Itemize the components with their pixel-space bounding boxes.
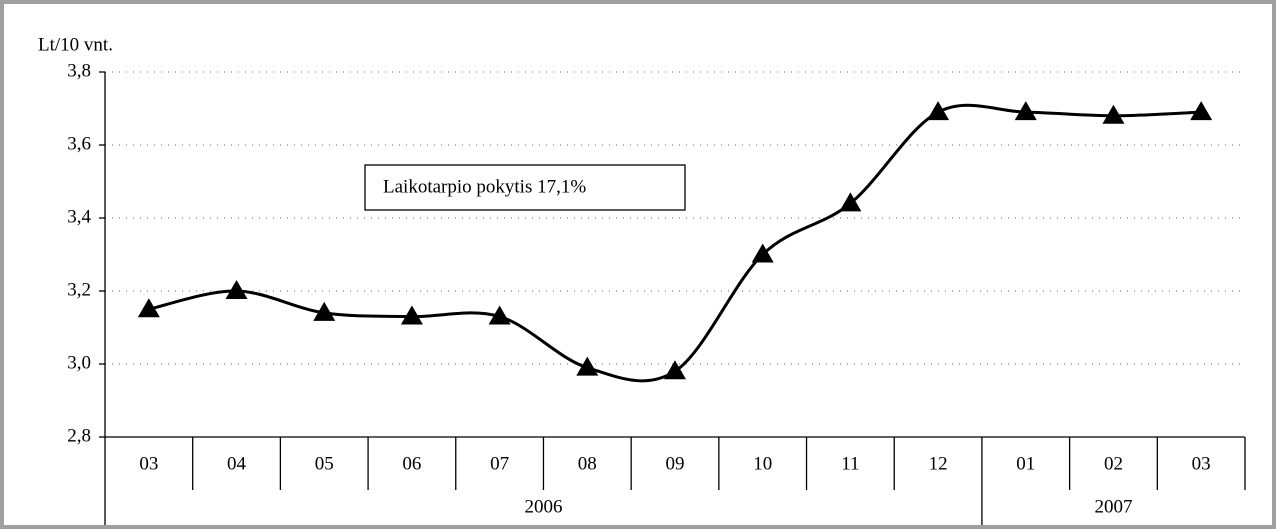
x-tick-label: 02 [1104, 453, 1123, 474]
x-tick-label: 03 [1192, 453, 1211, 474]
marker [225, 280, 248, 299]
y-tick-label: 3,2 [67, 279, 91, 300]
marker [488, 305, 511, 325]
marker [839, 192, 862, 212]
marker [1190, 101, 1213, 121]
y-tick-label: 2,8 [67, 425, 91, 446]
x-tick-label: 12 [929, 453, 948, 474]
year-label: 2006 [524, 496, 562, 517]
marker [1014, 101, 1037, 121]
year-label: 2007 [1094, 496, 1132, 517]
x-tick-label: 11 [841, 453, 859, 474]
marker [400, 305, 423, 325]
annotation-box [364, 164, 686, 211]
y-tick-label: 3,6 [67, 133, 91, 154]
marker [313, 301, 336, 321]
y-axis-label: Lt/10 vnt. [38, 34, 113, 55]
x-tick-label: 05 [315, 453, 334, 474]
marker [137, 298, 160, 318]
x-tick-label: 06 [402, 453, 421, 474]
y-tick-label: 3,0 [67, 352, 91, 373]
x-tick-label: 08 [578, 453, 597, 474]
y-tick-label: 3,8 [67, 60, 91, 81]
annotation: Laikotarpio pokytis 17,1% [383, 176, 586, 197]
x-tick-label: 04 [227, 453, 247, 474]
marker [1102, 104, 1125, 124]
y-tick-label: 3,4 [67, 206, 91, 227]
x-tick-label: 09 [666, 453, 685, 474]
marker [751, 243, 774, 263]
marker [927, 101, 950, 121]
marker [576, 356, 599, 376]
x-tick-label: 03 [139, 453, 158, 474]
x-tick-label: 10 [753, 453, 772, 474]
x-tick-label: 07 [490, 453, 509, 474]
marker [664, 360, 686, 380]
x-tick-label: 01 [1016, 453, 1035, 474]
series-line [148, 103, 1202, 383]
